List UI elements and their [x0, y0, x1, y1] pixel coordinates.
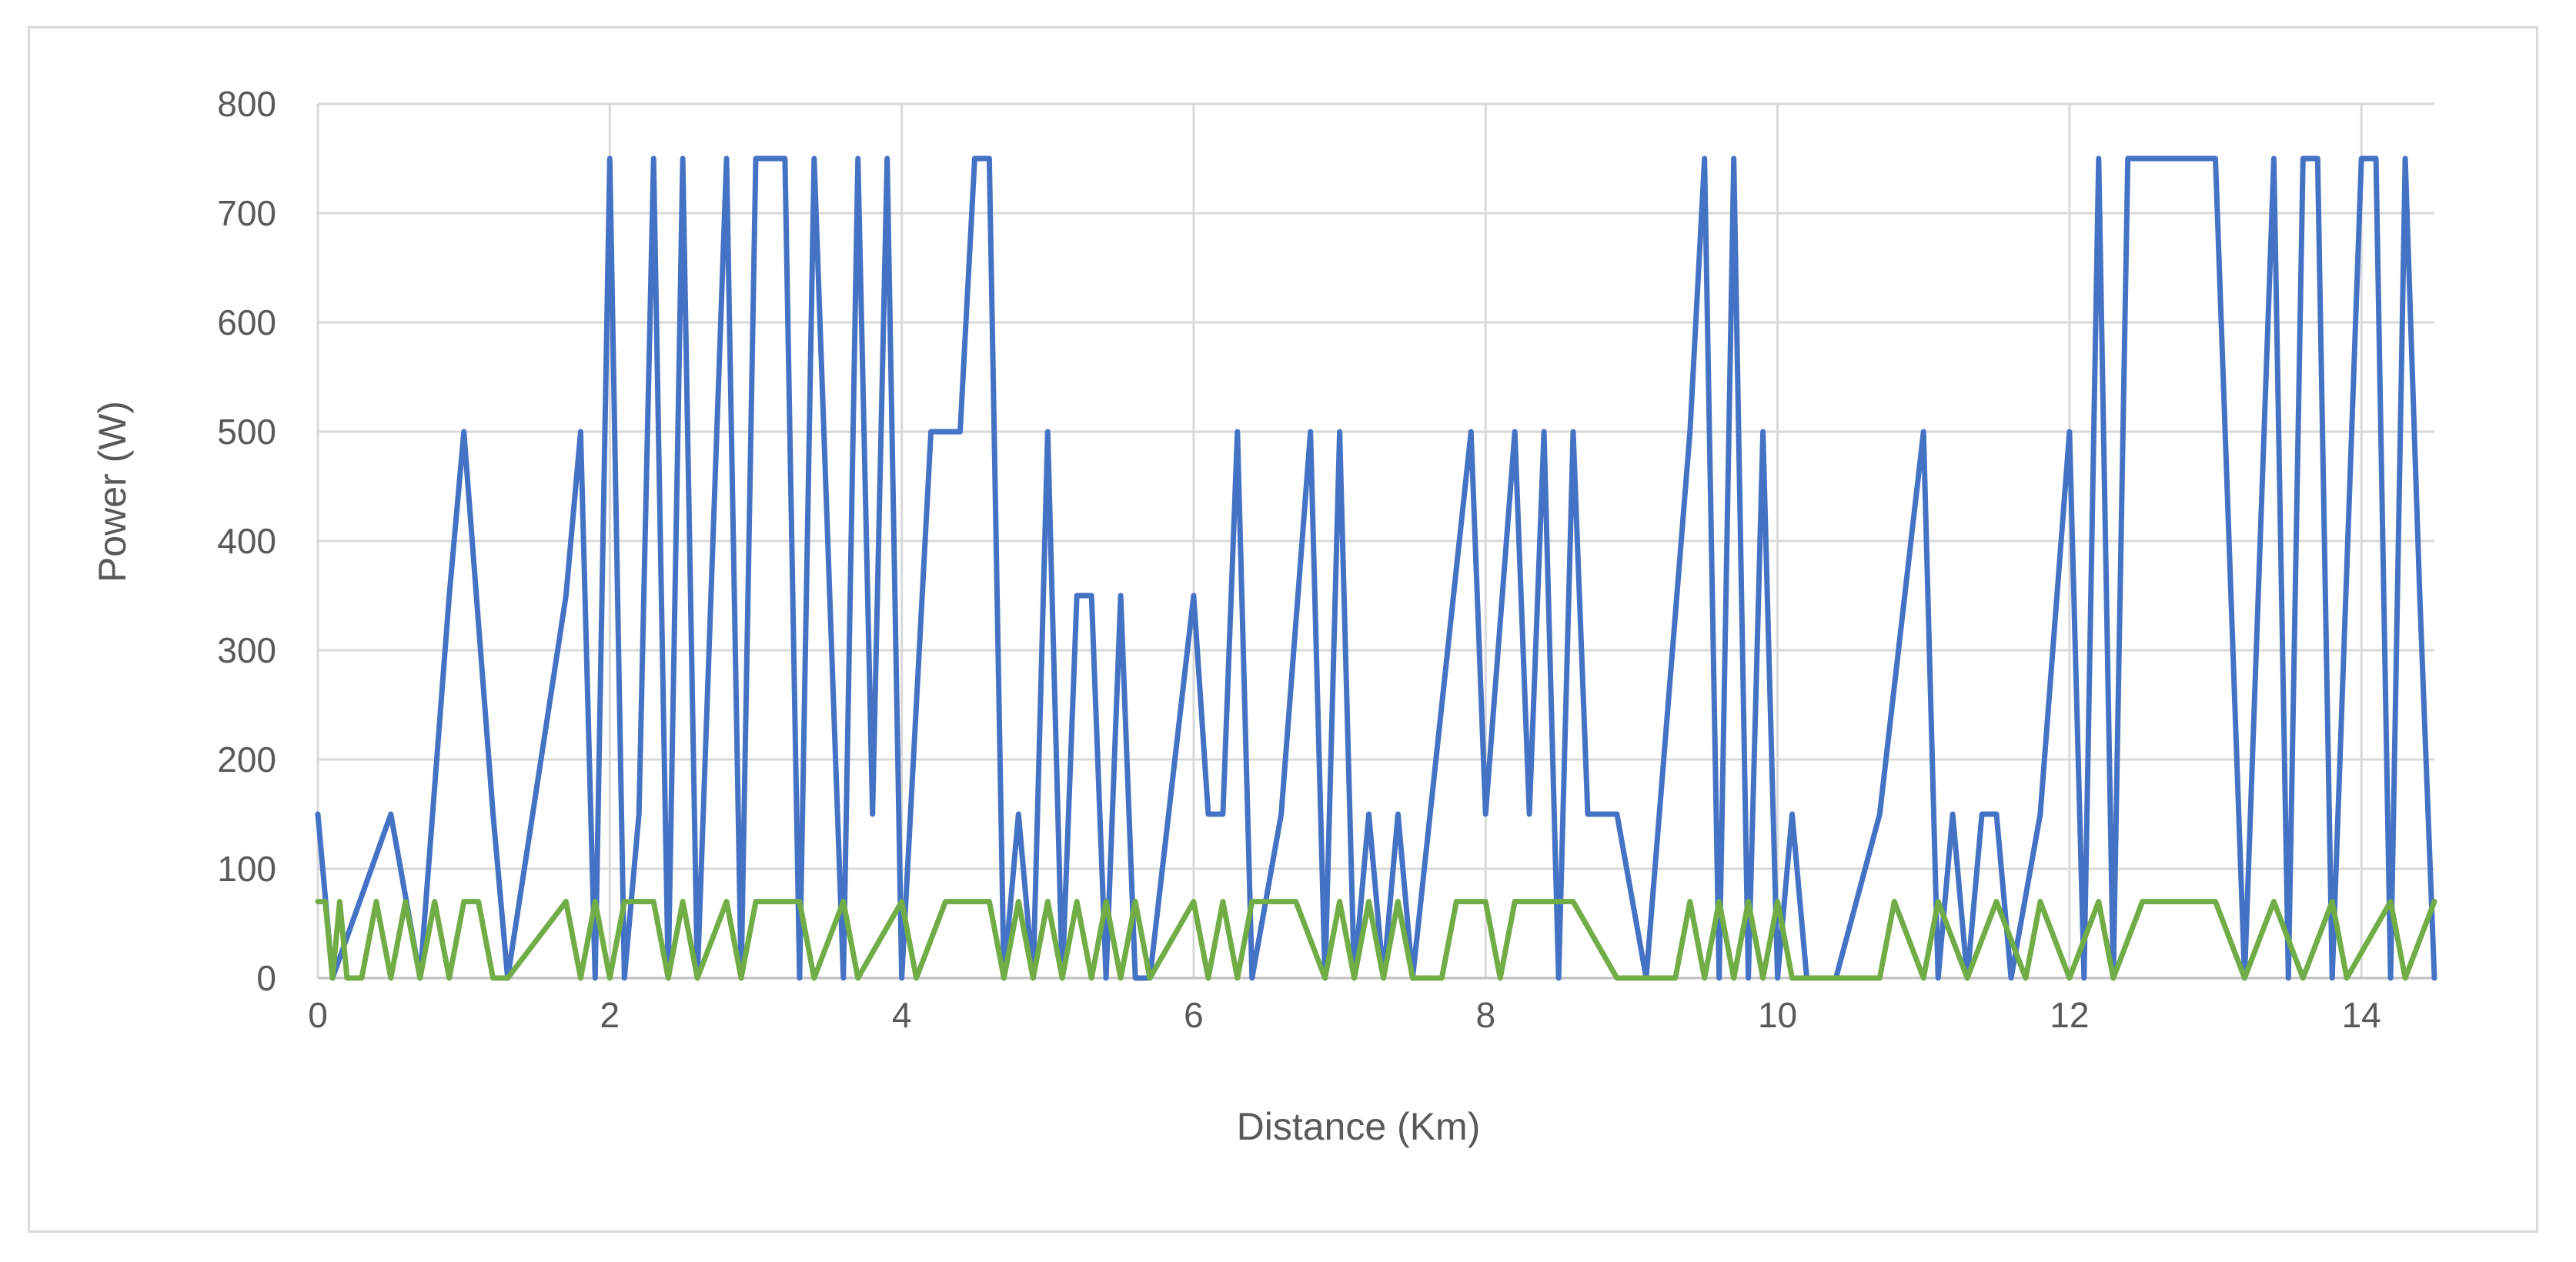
x-tick-label: 6 [1184, 995, 1204, 1035]
x-tick-label: 4 [892, 995, 912, 1035]
y-tick-label: 700 [217, 193, 276, 233]
y-tick-label: 600 [217, 302, 276, 342]
y-axis-title: Power (W) [91, 401, 134, 583]
chart-frame: 0 100 200 300 400 500 600 700 800 0 2 4 6 8 10 12 14 Dis… [28, 26, 2538, 1233]
x-tick-label: 0 [308, 995, 328, 1035]
x-tick-label: 8 [1475, 995, 1495, 1035]
x-tick-label: 14 [2342, 995, 2381, 1035]
series-line-1 [315, 155, 2437, 981]
series-line-2 [315, 899, 2437, 981]
y-tick-label: 0 [256, 958, 276, 998]
y-tick-label: 400 [217, 521, 276, 561]
y-tick-label: 800 [217, 84, 276, 124]
x-axis-title: Distance (Km) [1237, 1105, 1481, 1148]
x-tick-label: 10 [1758, 995, 1797, 1035]
series-layer [315, 155, 2437, 981]
chart-svg: 0 100 200 300 400 500 600 700 800 0 2 4 6 8 10 12 14 Dis… [91, 84, 2437, 1148]
y-tick-label: 500 [217, 412, 276, 452]
y-tick-label: 100 [217, 849, 276, 889]
y-tick-label: 300 [217, 630, 276, 670]
tick-layer: 0 100 200 300 400 500 600 700 800 0 2 4 6 8 10 12 14 [217, 84, 2381, 1035]
x-tick-label: 12 [2050, 995, 2089, 1035]
x-tick-label: 2 [600, 995, 620, 1035]
y-tick-label: 200 [217, 740, 276, 780]
